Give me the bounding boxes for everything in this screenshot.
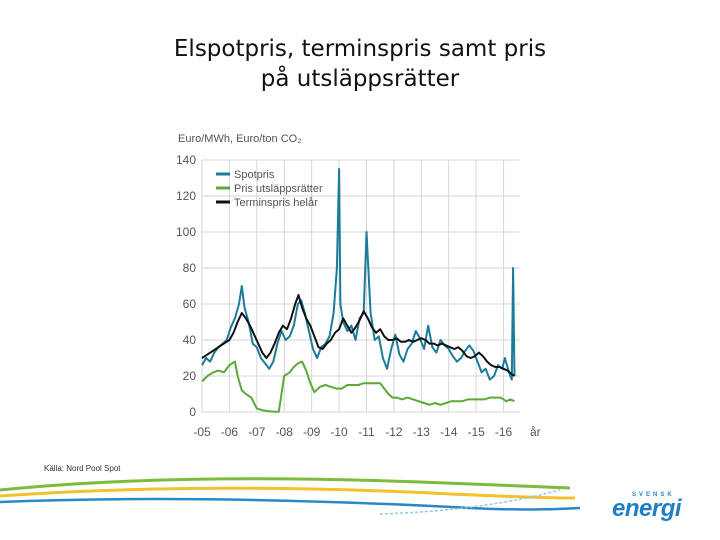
x-tick-label: -13	[413, 425, 431, 439]
y-tick-label: 100	[176, 225, 196, 239]
legend-label: Terminspris helår	[234, 197, 318, 209]
series-line-2	[201, 360, 515, 413]
y-tick-label: 140	[176, 153, 196, 167]
footer-swoosh-teal	[379, 489, 561, 515]
x-tick-label: -10	[330, 425, 348, 439]
x-axis-label: år	[530, 425, 541, 439]
footer-swoosh-green	[0, 477, 571, 492]
legend: Spotpris Pris utsläppsrätter Terminspris h…	[216, 169, 323, 209]
x-tick-label: -06	[221, 425, 239, 439]
footer-swooshes	[0, 477, 581, 515]
svensk-energi-logo: SVENSK energi	[612, 492, 696, 522]
legend-label: Spotpris	[234, 169, 275, 181]
source-note: Källa: Nord Pool Spot	[44, 464, 121, 473]
grid-lines	[201, 159, 520, 413]
y-tick-label: 40	[183, 333, 197, 347]
y-tick-label: 60	[183, 297, 197, 311]
x-tick-label: -08	[276, 425, 294, 439]
y-tick-label: 0	[189, 405, 196, 419]
x-tick-label: -09	[303, 425, 321, 439]
series-line-1	[201, 168, 516, 381]
x-tick-label: -11	[358, 425, 375, 439]
slide-title-line-1: Elspotpris, terminspris samt pris	[173, 36, 547, 62]
series-lines	[201, 168, 516, 413]
x-axis-ticks: -05 -06 -07 -08 -09 -10 -11 -12 -13 -14 -15 -16	[193, 425, 512, 439]
x-tick-label: -05	[193, 425, 211, 439]
slide-title-line-2: på utsläppsrätter	[260, 66, 460, 92]
logo-top-text: SVENSK	[632, 492, 675, 498]
logo-main-text: energi	[612, 495, 682, 522]
y-tick-label: 20	[183, 369, 197, 383]
footer-swoosh-yellow	[0, 486, 576, 500]
slide-title: Elspotpris, terminspris samt pris på uts…	[0, 34, 720, 94]
x-tick-label: -12	[385, 425, 403, 439]
series-line-3	[201, 294, 516, 377]
x-tick-label: -14	[440, 425, 458, 439]
x-tick-label: -15	[467, 425, 485, 439]
x-tick-label: -07	[248, 425, 266, 439]
y-tick-label: 120	[176, 189, 196, 203]
price-chart: Euro/MWh, Euro/ton CO₂ 0 20 40 60 80 100 120 14…	[176, 133, 541, 439]
legend-label: Pris utsläppsrätter	[234, 183, 323, 195]
x-tick-label: -16	[495, 425, 513, 439]
y-tick-label: 80	[183, 261, 197, 275]
y-axis-label: Euro/MWh, Euro/ton CO₂	[178, 133, 301, 145]
y-axis-ticks: 0 20 40 60 80 100 120 140	[176, 153, 196, 419]
footer-swoosh-blue	[0, 497, 581, 511]
